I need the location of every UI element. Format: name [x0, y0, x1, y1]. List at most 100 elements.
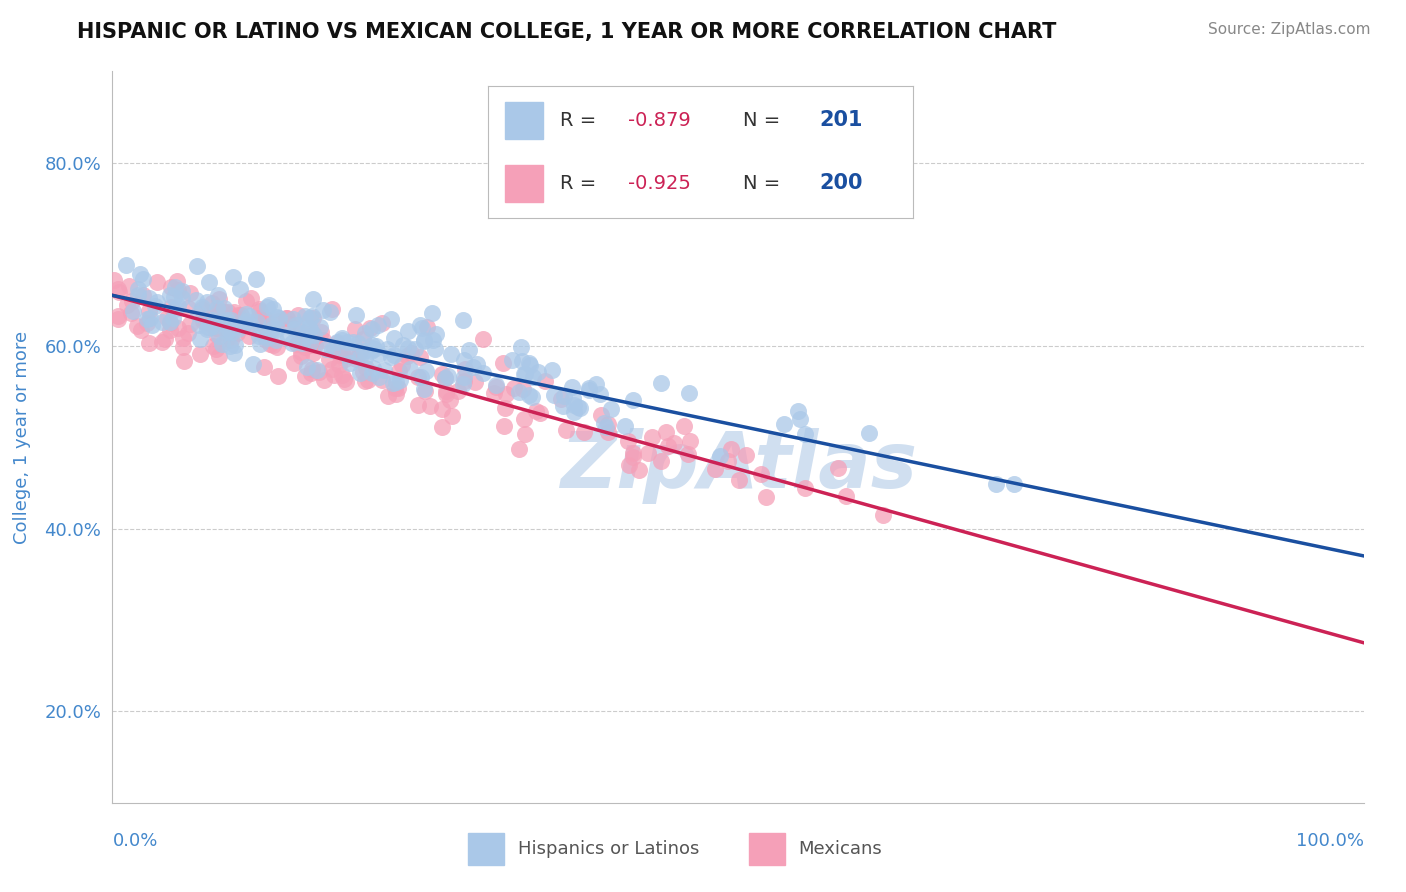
Point — [413, 334, 436, 349]
Point — [132, 272, 155, 286]
Point — [115, 298, 138, 312]
Point — [482, 386, 505, 401]
Point — [388, 373, 411, 387]
Point — [267, 314, 290, 328]
Point — [226, 326, 249, 340]
Point — [201, 296, 224, 310]
Point — [295, 324, 318, 338]
Point — [242, 357, 264, 371]
Point — [375, 342, 398, 356]
Point — [159, 315, 181, 329]
Point — [404, 342, 426, 356]
Point — [229, 318, 252, 332]
Point — [245, 272, 267, 286]
Point — [703, 462, 725, 476]
Point — [214, 301, 236, 315]
Point — [598, 425, 620, 440]
Point — [564, 398, 586, 412]
Point — [307, 363, 329, 377]
Point — [447, 384, 470, 398]
Point — [333, 351, 356, 366]
Point — [485, 380, 508, 394]
Point — [173, 353, 195, 368]
Point — [598, 417, 620, 431]
Point — [567, 400, 589, 414]
Point — [344, 308, 367, 322]
Point — [187, 306, 209, 320]
Point — [396, 341, 419, 355]
Point — [827, 460, 849, 475]
Point — [150, 334, 173, 349]
Point — [120, 306, 142, 320]
Point — [458, 343, 481, 357]
Point — [198, 276, 221, 290]
Point — [294, 340, 316, 354]
Point — [508, 384, 530, 399]
Point — [380, 351, 402, 365]
Point — [617, 458, 640, 472]
Point — [207, 303, 229, 318]
Point — [440, 409, 463, 423]
Point — [233, 317, 256, 331]
Point — [170, 285, 193, 299]
Point — [326, 334, 349, 349]
Point — [627, 463, 650, 477]
Point — [301, 332, 323, 346]
Point — [298, 320, 321, 334]
Point — [299, 336, 322, 351]
Point — [517, 356, 540, 370]
Point — [578, 383, 600, 397]
Point — [285, 318, 308, 332]
Point — [364, 339, 387, 353]
Point — [214, 304, 236, 318]
Point — [471, 366, 494, 380]
Point — [359, 321, 381, 335]
Point — [254, 320, 277, 334]
Point — [569, 401, 592, 416]
Point — [207, 309, 229, 323]
Point — [145, 295, 167, 310]
Point — [543, 388, 565, 402]
Point — [512, 412, 534, 426]
Point — [360, 341, 382, 355]
Point — [361, 338, 384, 352]
Point — [492, 356, 515, 370]
Point — [301, 310, 323, 324]
Point — [382, 376, 405, 391]
Point — [519, 358, 541, 372]
Point — [128, 267, 150, 281]
Point — [301, 310, 323, 325]
Point — [217, 305, 239, 319]
Point — [453, 370, 475, 384]
Point — [217, 324, 239, 338]
Point — [434, 384, 457, 399]
Point — [167, 299, 190, 313]
Point — [249, 303, 271, 318]
Point — [485, 377, 508, 392]
Point — [205, 301, 228, 315]
Point — [461, 360, 484, 375]
Point — [512, 382, 534, 396]
Point — [655, 425, 678, 439]
Point — [191, 310, 214, 325]
Point — [122, 304, 145, 318]
Point — [361, 321, 384, 335]
Point — [465, 357, 488, 371]
Point — [301, 362, 323, 376]
Point — [409, 350, 432, 364]
Point — [321, 302, 343, 317]
Point — [360, 343, 382, 358]
Point — [509, 340, 531, 354]
Point — [295, 359, 318, 374]
Point — [159, 323, 181, 337]
Point — [553, 389, 575, 403]
Point — [253, 360, 276, 375]
Point — [218, 339, 240, 353]
Point — [235, 307, 257, 321]
Point — [160, 279, 183, 293]
Point — [471, 332, 494, 346]
Point — [247, 315, 270, 329]
Point — [621, 450, 644, 464]
Point — [267, 369, 290, 384]
Point — [318, 352, 340, 367]
